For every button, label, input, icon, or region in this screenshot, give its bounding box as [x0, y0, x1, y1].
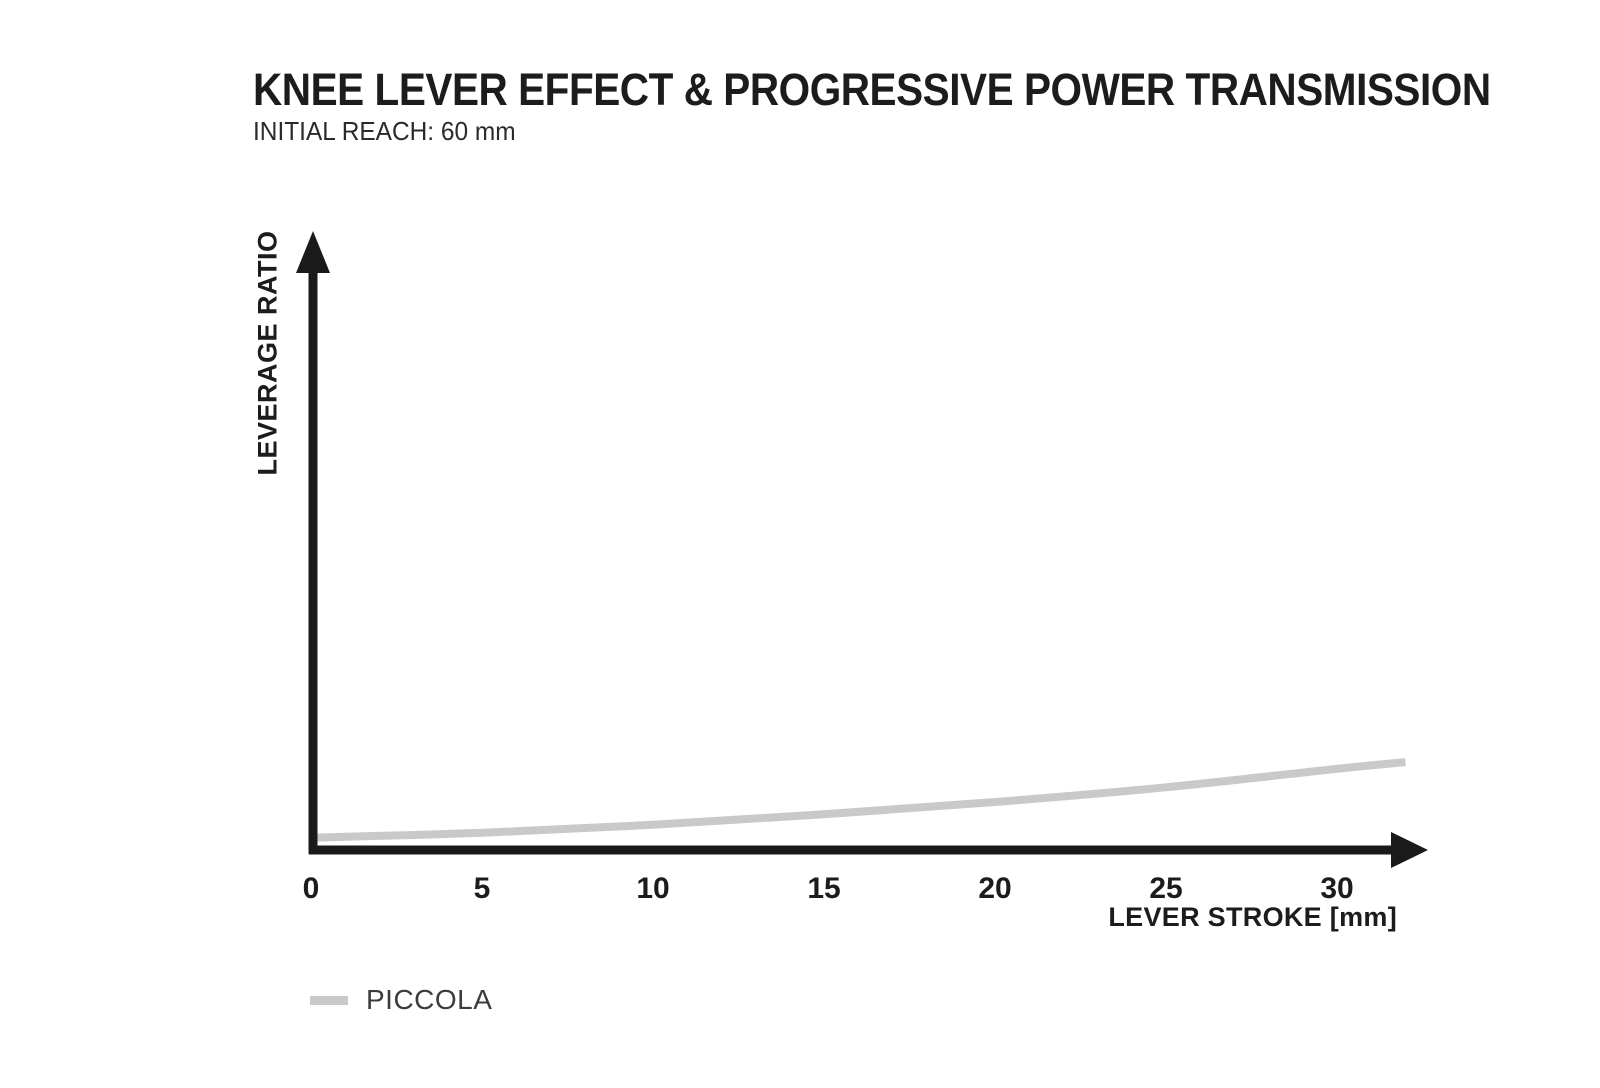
x-tick-label: 20: [978, 872, 1012, 905]
chart-title: KNEE LEVER EFFECT & PROGRESSIVE POWER TR…: [253, 64, 1491, 115]
legend-label-piccola: PICCOLA: [366, 984, 493, 1015]
x-tick-label: 15: [807, 872, 841, 905]
x-tick-label: 0: [302, 872, 320, 905]
legend: PICCOLA: [310, 984, 492, 1016]
series-line-piccola: [310, 758, 1406, 842]
x-tick-label: 25: [1149, 872, 1183, 905]
x-axis-label: LEVER STROKE [mm]: [1108, 902, 1397, 932]
y-axis-label: LEVERAGE RATIO: [252, 230, 283, 476]
x-axis-arrowhead: [1391, 832, 1428, 868]
x-tick-label: 30: [1320, 872, 1354, 905]
x-tick-label: 5: [473, 872, 491, 905]
x-tick-label: 10: [636, 872, 670, 905]
chart-subtitle: INITIAL REACH: 60 mm: [253, 116, 516, 146]
legend-line-swatch-icon: [310, 995, 348, 1005]
y-axis-arrowhead: [296, 231, 330, 273]
